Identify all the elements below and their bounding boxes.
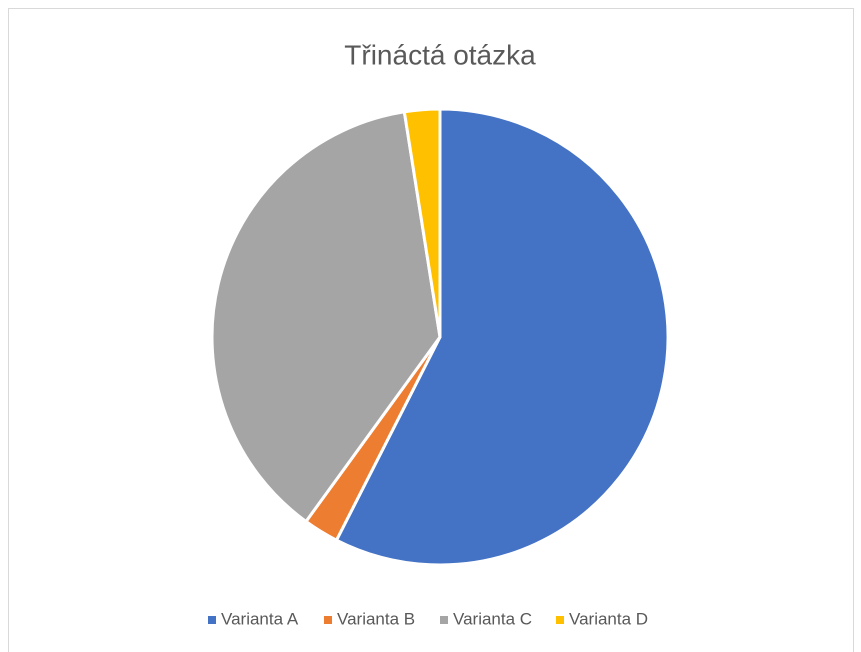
legend-label: Varianta D [569,609,648,628]
legend-swatch [324,616,332,624]
chart-title: Třináctá otázka [344,39,536,70]
legend-swatch [556,616,564,624]
legend-label: Varianta A [221,609,299,628]
legend-label: Varianta C [453,609,532,628]
legend-label: Varianta B [337,609,415,628]
pie-slice [402,107,442,339]
legend-swatch [208,616,216,624]
pie-slice [334,107,670,567]
pie-slice [210,110,442,523]
legend-swatch [440,616,448,624]
